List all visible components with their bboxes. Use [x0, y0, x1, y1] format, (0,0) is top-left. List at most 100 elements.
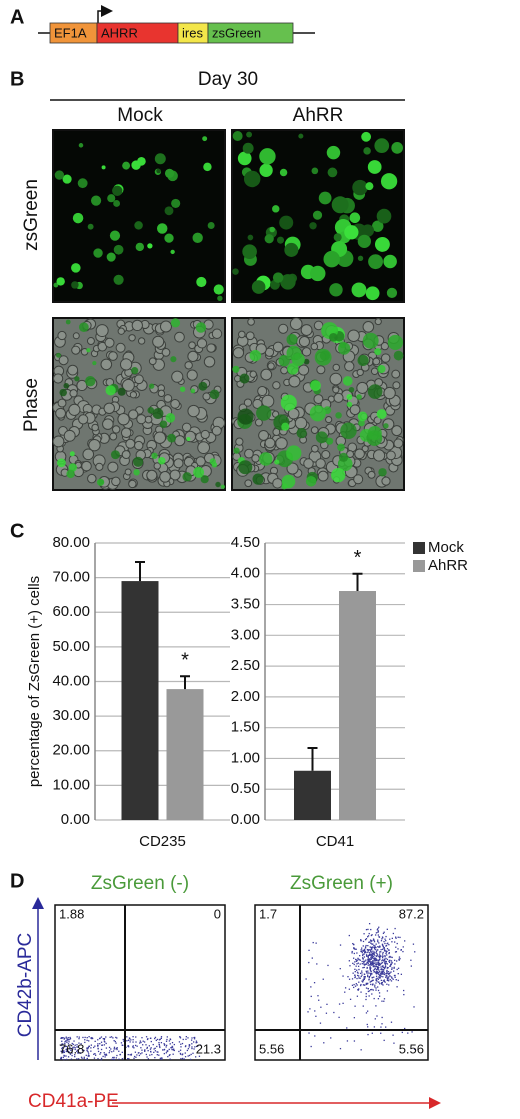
event-dot: [352, 942, 354, 945]
event-dot: [391, 941, 393, 943]
event-dot: [382, 937, 384, 939]
green-cell: [391, 142, 404, 154]
event-dot: [72, 1048, 74, 1050]
event-dot: [163, 1044, 166, 1046]
quadrant-percent: 1.88: [59, 906, 84, 921]
event-dot: [367, 944, 369, 947]
event-dot: [378, 976, 380, 978]
green-cell: [133, 469, 140, 476]
event-dot: [153, 1051, 155, 1054]
event-dot: [379, 958, 381, 960]
event-dot: [367, 955, 369, 957]
green-cell: [352, 179, 368, 196]
event-dot: [381, 943, 384, 945]
green-cell: [74, 376, 80, 382]
event-dot: [386, 972, 388, 974]
cell: [356, 381, 369, 394]
quadrant-percent: 5.56: [399, 1041, 424, 1056]
event-dot: [375, 1005, 377, 1007]
event-dot: [375, 972, 377, 975]
green-cell: [298, 133, 304, 139]
event-dot: [354, 1005, 356, 1007]
cell: [108, 351, 118, 361]
event-dot: [372, 961, 374, 963]
event-dot: [195, 1045, 198, 1048]
event-dot: [388, 949, 390, 951]
event-dot: [66, 1049, 68, 1052]
error-bar: [135, 561, 145, 582]
event-dot: [74, 1047, 76, 1049]
event-dot: [74, 1054, 76, 1056]
event-dot: [381, 970, 383, 973]
event-dot: [126, 1036, 128, 1038]
green-cell: [195, 322, 207, 333]
event-dot: [389, 965, 392, 967]
event-dot: [372, 962, 374, 965]
cell: [52, 435, 65, 448]
cell: [260, 368, 273, 381]
event-dot: [385, 957, 387, 960]
cell: [311, 444, 319, 453]
cell: [243, 398, 253, 407]
green-cell: [269, 226, 275, 233]
event-dot: [83, 1049, 85, 1052]
event-dot: [67, 1037, 70, 1039]
event-dot: [192, 1041, 195, 1043]
event-dot: [376, 968, 379, 970]
error-bar: [180, 675, 190, 690]
event-dot: [363, 960, 365, 963]
event-dot: [366, 961, 368, 964]
green-cell: [356, 394, 362, 400]
event-dot: [385, 952, 387, 955]
event-dot: [383, 971, 385, 974]
cell: [313, 394, 324, 404]
event-dot: [374, 948, 376, 951]
event-dot: [385, 960, 388, 963]
event-dot: [378, 926, 380, 928]
event-dot: [368, 995, 370, 997]
event-dot: [387, 980, 390, 982]
event-dot: [70, 1049, 72, 1052]
event-dot: [372, 959, 374, 962]
cell: [325, 415, 333, 424]
bar: [339, 591, 376, 820]
event-dot: [145, 1053, 148, 1056]
event-dot: [354, 948, 356, 950]
event-dot: [367, 935, 370, 937]
event-dot: [385, 962, 387, 964]
green-cell: [249, 349, 262, 362]
event-dot: [127, 1057, 129, 1060]
event-dot: [99, 1043, 101, 1045]
green-cell: [256, 405, 272, 421]
green-cell: [279, 168, 288, 177]
event-dot: [133, 1057, 135, 1059]
event-dot: [370, 956, 372, 958]
event-dot: [370, 940, 372, 942]
event-dot: [113, 1058, 115, 1060]
event-dot: [65, 1036, 67, 1038]
event-dot: [114, 1048, 116, 1050]
event-dot: [376, 954, 378, 957]
event-dot: [368, 976, 371, 978]
event-dot: [414, 951, 416, 953]
event-dot: [374, 1018, 376, 1020]
event-dot: [76, 1046, 78, 1048]
event-dot: [66, 1041, 68, 1043]
event-dot: [145, 1036, 148, 1038]
event-dot: [83, 1056, 85, 1058]
green-cell: [215, 481, 221, 488]
y-tick-label: 0.00: [231, 811, 260, 828]
cell: [163, 394, 173, 403]
green-cell: [101, 165, 106, 170]
green-cell: [358, 419, 365, 427]
cell: [264, 437, 276, 449]
event-dot: [154, 1036, 157, 1039]
event-dot: [381, 936, 384, 938]
event-dot: [370, 934, 373, 937]
event-dot: [395, 951, 398, 953]
event-dot: [161, 1057, 163, 1059]
cell: [329, 372, 343, 386]
event-dot: [386, 979, 389, 982]
event-dot: [351, 952, 353, 954]
event-dot: [363, 973, 366, 976]
